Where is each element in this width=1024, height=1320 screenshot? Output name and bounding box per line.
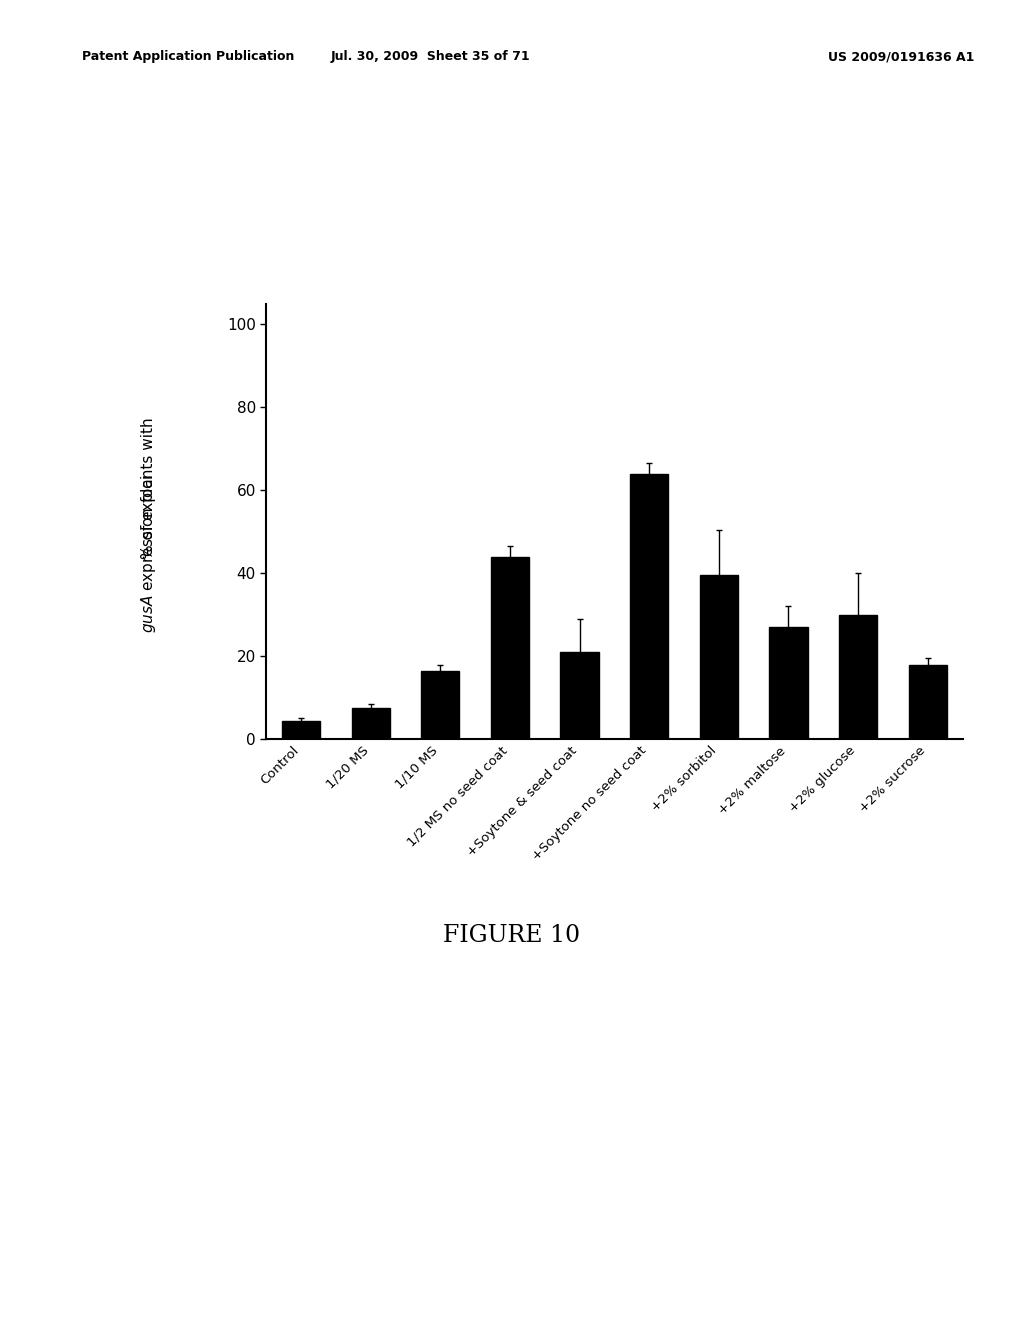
Bar [560,652,599,739]
Text: % of explants with: % of explants with [141,417,156,560]
Text: Patent Application Publication: Patent Application Publication [82,50,294,63]
Bar [630,474,669,739]
Bar [699,576,738,739]
Bar [769,627,808,739]
Bar [490,557,529,739]
Bar [908,664,947,739]
Bar [421,671,460,739]
Bar [839,615,878,739]
Bar [282,721,321,739]
Bar [351,708,390,739]
Text: Jul. 30, 2009  Sheet 35 of 71: Jul. 30, 2009 Sheet 35 of 71 [331,50,529,63]
Text: FIGURE 10: FIGURE 10 [443,924,581,946]
Text: $\mathit{gusA}$ expression foci: $\mathit{gusA}$ expression foci [139,475,158,634]
Text: US 2009/0191636 A1: US 2009/0191636 A1 [828,50,974,63]
